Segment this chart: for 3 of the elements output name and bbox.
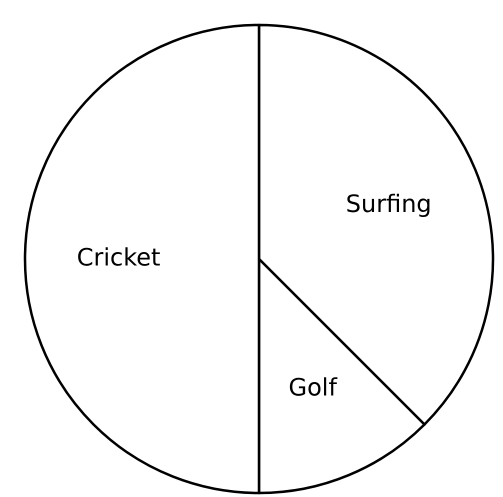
slice-label: Golf (288, 373, 338, 402)
slice-label: Cricket (76, 244, 160, 272)
slice-label: Surfing (346, 190, 432, 218)
